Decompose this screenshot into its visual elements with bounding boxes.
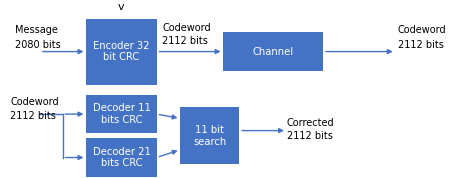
FancyBboxPatch shape [86,95,156,133]
Text: Channel: Channel [252,47,293,57]
Text: 2080 bits: 2080 bits [15,40,61,50]
Text: 11 bit
search: 11 bit search [193,125,226,147]
FancyBboxPatch shape [180,107,239,164]
Text: 2112 bits: 2112 bits [397,40,443,50]
Text: Codeword: Codeword [162,23,210,33]
Text: Decoder 21
bits CRC: Decoder 21 bits CRC [92,147,150,168]
Text: Codeword: Codeword [11,97,59,107]
Text: 2112 bits: 2112 bits [286,131,332,141]
FancyBboxPatch shape [223,32,322,71]
Text: Message: Message [15,25,58,35]
Text: Codeword: Codeword [397,25,446,35]
FancyBboxPatch shape [86,138,156,177]
Text: Decoder 11
bits CRC: Decoder 11 bits CRC [92,103,150,125]
FancyBboxPatch shape [86,19,156,85]
Text: v: v [118,2,124,12]
Text: Encoder 32
bit CRC: Encoder 32 bit CRC [93,41,149,62]
Text: 2112 bits: 2112 bits [11,111,56,121]
Text: Corrected: Corrected [286,118,334,128]
Text: 2112 bits: 2112 bits [162,36,207,46]
